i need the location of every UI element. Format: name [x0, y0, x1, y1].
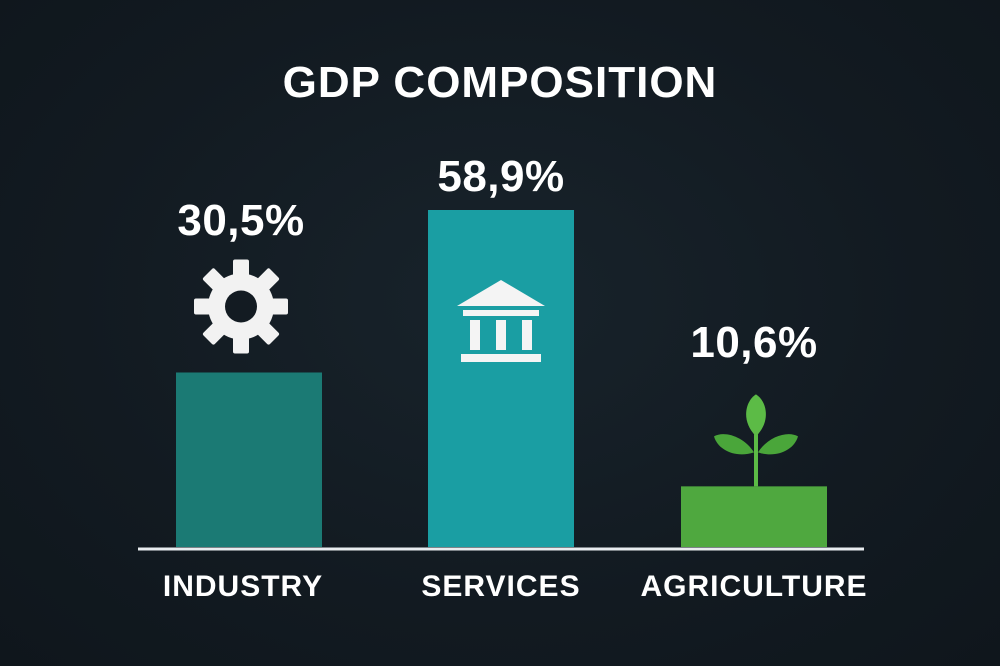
plant-sprout-icon [714, 394, 798, 487]
chart-title: GDP COMPOSITION [282, 58, 718, 107]
category-label-agriculture: AGRICULTURE [640, 570, 868, 603]
bank-building-icon [457, 280, 545, 362]
value-label-agriculture: 10,6% [690, 318, 818, 368]
value-label-services: 58,9% [437, 152, 565, 201]
bar-agriculture [681, 486, 827, 547]
category-label-industry: INDUSTRY [162, 570, 324, 603]
gear-icon [194, 259, 288, 354]
value-label-industry: 30,5% [177, 196, 305, 246]
bar-services [428, 210, 574, 547]
bar-industry [176, 372, 322, 547]
category-label-services: SERVICES [421, 570, 581, 603]
